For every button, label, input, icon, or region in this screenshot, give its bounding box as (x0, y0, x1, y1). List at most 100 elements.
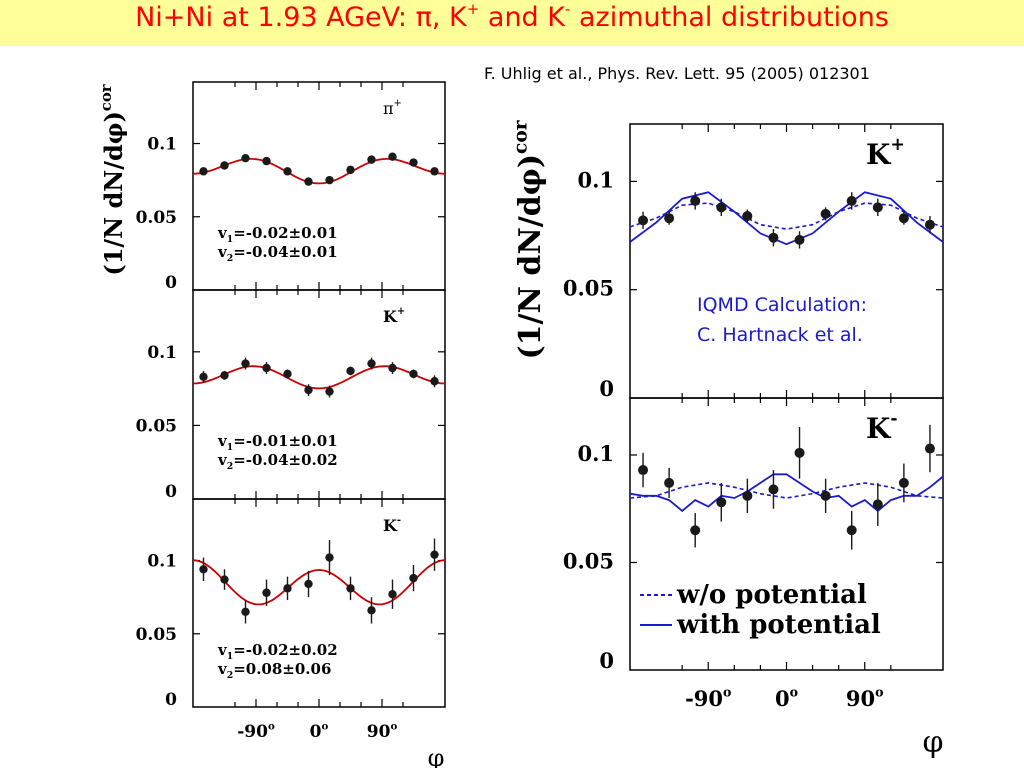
y-tick-label: 0.05 (136, 208, 177, 228)
data-point (388, 363, 397, 373)
fit-curve (192, 559, 446, 606)
v1-annotation-rest: =-0.01±0.01 (233, 432, 337, 450)
y-tick-label: 0 (165, 273, 177, 293)
y-tick-label: 0.05 (563, 548, 614, 573)
title-main: Ni+Ni at 1.93 AGeV: π, K (135, 2, 467, 33)
panel-label-sup: - (890, 409, 897, 429)
panel-label: K- (866, 409, 898, 445)
data-point (262, 588, 271, 597)
v2-annotation-base: v (217, 660, 228, 678)
x-tick-label: 0o (775, 685, 798, 711)
panel-label: K+ (866, 135, 905, 171)
data-point (872, 202, 883, 213)
y-axis-title: (1/N dN/dφ)cor (511, 120, 549, 359)
data-point (367, 155, 376, 164)
x-tick-value: 0 (310, 722, 322, 742)
data-point (241, 607, 250, 616)
v2-annotation-rest: =0.08±0.06 (233, 660, 331, 678)
title-bar: Ni+Ni at 1.93 AGeV: π, K+ and K- azimuth… (0, 0, 1024, 46)
data-point (924, 443, 935, 454)
panel-left-k-minus: 0.10.050-90o 0o 90oφK-v1=-0.02±0.02v2=0.08… (136, 498, 446, 768)
v2-annotation: v2=0.08±0.06 (217, 660, 331, 681)
panel-right-k-plus: 0.1 0.05 0 K+ (1/N dN/dφ)cor IQMD Calculation… (511, 120, 944, 401)
data-point (898, 477, 909, 488)
v1-annotation-base: v (217, 641, 228, 659)
y-tick-label: 0.1 (147, 552, 177, 572)
panel-label-sup: + (397, 306, 405, 317)
v2-annotation-base: v (217, 243, 228, 261)
citation: F. Uhlig et al., Phys. Rev. Lett. 95 (20… (484, 64, 870, 83)
x-tick-value: -90 (237, 722, 268, 742)
x-tick-degree: o (390, 720, 397, 732)
v1-annotation-sub: 1 (227, 234, 233, 245)
data-point (388, 152, 397, 161)
data-point (716, 202, 727, 213)
data-point (664, 477, 675, 488)
x-tick-label: 0o (310, 720, 329, 742)
data-point (220, 161, 229, 170)
data-point (325, 553, 334, 562)
data-point (304, 579, 313, 589)
y-tick-label: 0.1 (577, 441, 614, 466)
data-point (283, 369, 292, 379)
legend-label-with-potential: with potential (676, 610, 881, 640)
panel-label-base: K (866, 412, 892, 445)
y-tick-label: 0.1 (147, 343, 177, 363)
data-point (199, 565, 208, 574)
x-tick-label: -90o (237, 720, 275, 742)
panel-frame (629, 123, 944, 399)
v1-annotation-sub: 1 (227, 651, 233, 662)
data-point (346, 366, 355, 376)
data-point (220, 371, 229, 380)
panel-label-base: K (866, 138, 892, 171)
panel-label-sup: + (394, 98, 402, 109)
title-tail: azimuthal distributions (570, 2, 889, 33)
panel-label-sup: - (397, 515, 401, 526)
x-tick-label: -90o (685, 685, 731, 711)
data-point (898, 213, 909, 224)
y-axis-title-sup: cor (97, 84, 115, 111)
legend-label-without-potential: w/o potential (676, 580, 867, 610)
data-point (220, 575, 229, 584)
data-point (846, 525, 857, 536)
data-point (283, 584, 292, 593)
data-point (409, 158, 418, 167)
v1-annotation: v1=-0.01±0.01 (217, 432, 338, 453)
panel-label: K+ (383, 306, 405, 326)
data-point (430, 167, 439, 176)
y-tick-label: 0.05 (563, 276, 614, 301)
x-tick-degree: o (322, 720, 329, 732)
data-point (690, 525, 701, 536)
slide-title: Ni+Ni at 1.93 AGeV: π, K+ and K- azimuth… (0, 0, 1024, 33)
y-tick-label: 0.05 (136, 416, 177, 436)
data-point (367, 606, 376, 615)
data-point (820, 208, 831, 219)
v2-annotation-sub: 2 (227, 253, 233, 264)
data-point (262, 363, 271, 373)
x-tick-degree: o (790, 685, 798, 700)
data-point (794, 447, 805, 458)
fit-curve (193, 158, 445, 185)
data-point (820, 490, 831, 501)
v2-annotation-rest: =-0.04±0.01 (233, 243, 337, 261)
data-point (768, 484, 779, 495)
panel-label: K- (383, 515, 401, 535)
y-tick-label: 0 (599, 376, 614, 401)
data-point (742, 211, 753, 222)
data-point (924, 219, 935, 230)
data-point (346, 165, 355, 175)
series-line-without-potential (629, 202, 944, 230)
data-point (388, 590, 397, 599)
x-axis-label: φ (922, 725, 943, 760)
panel-label-base: K (383, 307, 398, 326)
v1-annotation-sub: 1 (227, 442, 233, 453)
v1-annotation: v1=-0.02±0.01 (217, 224, 338, 245)
v1-annotation-rest: =-0.02±0.02 (233, 641, 337, 659)
v2-annotation-sub: 2 (227, 670, 233, 681)
data-point (768, 232, 779, 243)
data-point (325, 175, 334, 185)
y-tick-label: 0.05 (136, 625, 177, 645)
v2-annotation-sub: 2 (227, 461, 233, 472)
